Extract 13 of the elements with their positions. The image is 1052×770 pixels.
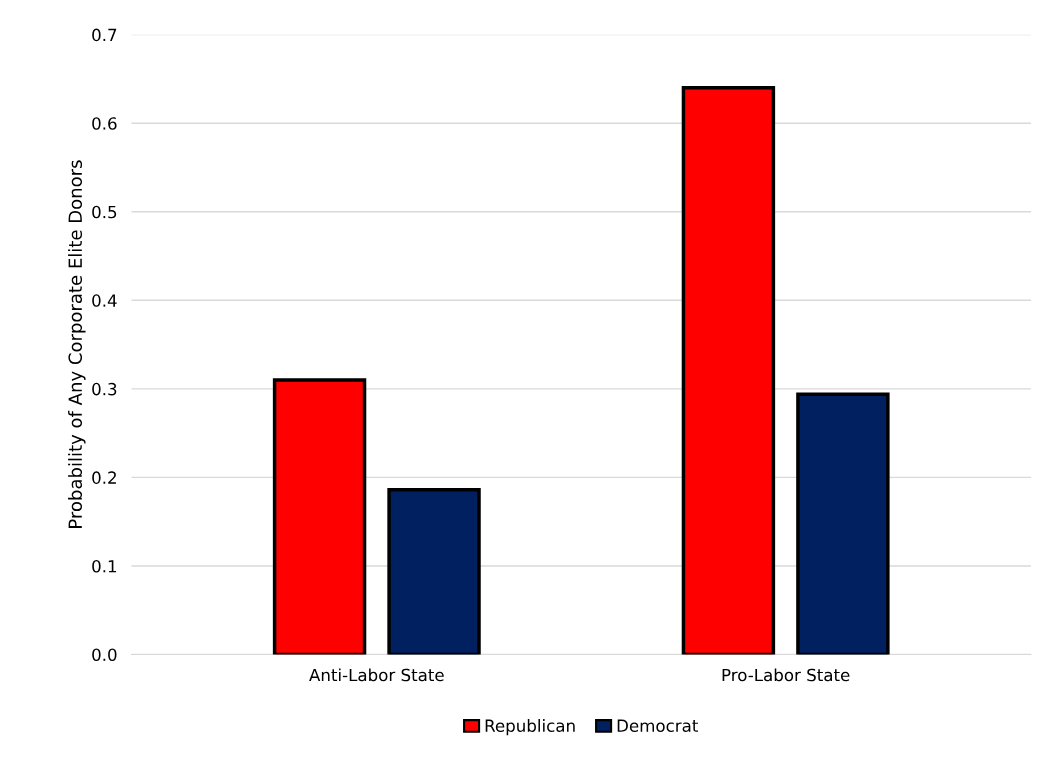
y-tick-label: 0.0 — [92, 648, 117, 662]
y-tick-label: 0.7 — [92, 28, 117, 42]
y-tick-label: 0.6 — [92, 117, 117, 130]
x-tick-label: Pro-Labor State — [722, 668, 850, 682]
y-axis-title: Probability of Any Corporate Elite Donors — [68, 160, 86, 528]
y-tick-label: 0.2 — [92, 471, 116, 484]
legend-label: Republican — [485, 719, 575, 736]
y-tick-label: 0.4 — [92, 294, 117, 307]
y-tick-label: 0.5 — [92, 205, 117, 219]
x-tick-label: Anti-Labor State — [309, 668, 444, 682]
y-tick-label: 0.3 — [92, 382, 117, 396]
legend-label: Democrat — [617, 719, 698, 732]
y-tick-label: 0.1 — [92, 559, 117, 573]
